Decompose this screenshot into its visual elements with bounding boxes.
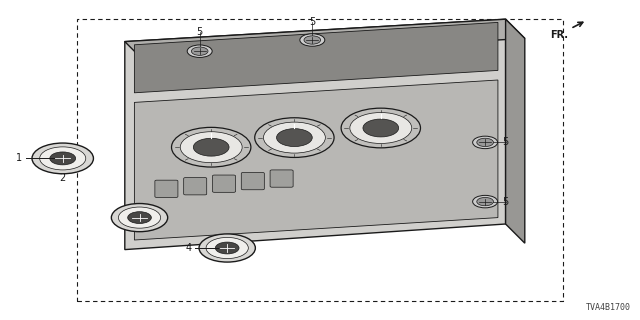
Text: 1: 1 bbox=[16, 153, 22, 164]
FancyBboxPatch shape bbox=[184, 178, 207, 195]
Text: 5: 5 bbox=[196, 27, 203, 37]
Circle shape bbox=[172, 127, 251, 167]
Text: TVA4B1700: TVA4B1700 bbox=[586, 303, 630, 312]
Circle shape bbox=[472, 136, 498, 148]
Circle shape bbox=[188, 45, 212, 58]
Circle shape bbox=[118, 207, 161, 228]
Polygon shape bbox=[506, 19, 525, 243]
Circle shape bbox=[111, 204, 168, 232]
Text: FR.: FR. bbox=[550, 22, 583, 40]
Circle shape bbox=[477, 197, 493, 206]
Circle shape bbox=[191, 47, 208, 55]
Circle shape bbox=[264, 122, 325, 153]
Circle shape bbox=[255, 118, 334, 157]
Text: 2: 2 bbox=[60, 172, 66, 183]
FancyBboxPatch shape bbox=[241, 172, 264, 190]
Circle shape bbox=[193, 138, 229, 156]
Text: 4: 4 bbox=[186, 243, 192, 253]
FancyBboxPatch shape bbox=[212, 175, 236, 192]
Circle shape bbox=[472, 195, 498, 208]
Circle shape bbox=[50, 152, 76, 165]
FancyBboxPatch shape bbox=[155, 180, 178, 197]
Circle shape bbox=[300, 34, 325, 46]
Text: 5: 5 bbox=[309, 17, 316, 27]
Circle shape bbox=[350, 113, 412, 143]
Polygon shape bbox=[125, 19, 506, 250]
FancyBboxPatch shape bbox=[270, 170, 293, 187]
Text: 3: 3 bbox=[136, 231, 143, 241]
Circle shape bbox=[216, 242, 239, 254]
Bar bbox=[77, 19, 563, 301]
Circle shape bbox=[304, 36, 321, 44]
Circle shape bbox=[363, 119, 399, 137]
Circle shape bbox=[477, 138, 493, 147]
Circle shape bbox=[40, 147, 86, 170]
Circle shape bbox=[276, 129, 312, 147]
Polygon shape bbox=[134, 80, 498, 240]
Circle shape bbox=[128, 212, 151, 223]
Polygon shape bbox=[134, 22, 498, 93]
Circle shape bbox=[341, 108, 420, 148]
Text: 5: 5 bbox=[502, 137, 509, 148]
Polygon shape bbox=[125, 19, 525, 61]
Circle shape bbox=[180, 132, 242, 163]
Text: 5: 5 bbox=[502, 196, 509, 207]
Circle shape bbox=[32, 143, 93, 174]
Circle shape bbox=[206, 237, 248, 259]
Circle shape bbox=[199, 234, 255, 262]
